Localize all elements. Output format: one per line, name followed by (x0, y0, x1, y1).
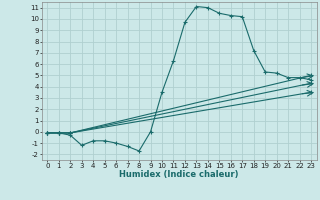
X-axis label: Humidex (Indice chaleur): Humidex (Indice chaleur) (119, 170, 239, 179)
